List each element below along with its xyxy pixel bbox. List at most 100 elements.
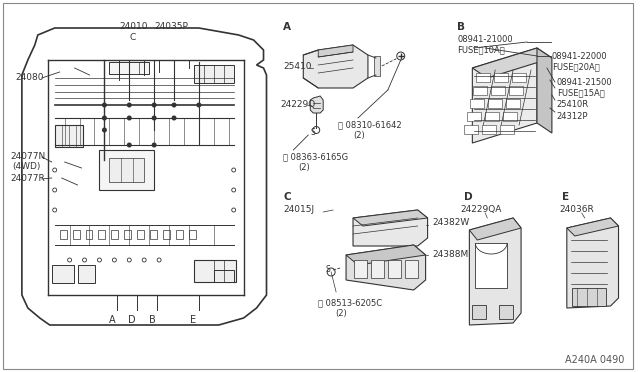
Text: C: C (284, 192, 291, 202)
Bar (124, 230, 131, 239)
Polygon shape (318, 45, 353, 57)
Bar (474, 86, 487, 95)
Text: (2): (2) (335, 309, 347, 318)
Circle shape (172, 116, 176, 120)
Polygon shape (346, 245, 426, 265)
Polygon shape (472, 48, 537, 143)
Bar (137, 230, 144, 239)
Polygon shape (346, 245, 426, 290)
Bar (388, 260, 401, 278)
Circle shape (102, 116, 106, 120)
Polygon shape (472, 48, 552, 78)
Bar (483, 125, 496, 134)
Text: 08941-21500: 08941-21500 (557, 78, 612, 87)
Bar (499, 305, 513, 319)
Circle shape (127, 143, 131, 147)
Text: 08941-21000: 08941-21000 (458, 35, 513, 44)
Text: Ⓢ 08363-6165G: Ⓢ 08363-6165G (284, 152, 349, 161)
Circle shape (78, 128, 81, 132)
Bar (485, 112, 499, 121)
Bar (476, 73, 490, 82)
Bar (86, 230, 93, 239)
Circle shape (152, 116, 156, 120)
Bar (109, 62, 149, 74)
Text: (4WD): (4WD) (12, 162, 40, 171)
Text: E: E (190, 315, 196, 325)
Bar (163, 230, 170, 239)
Text: 25410: 25410 (284, 62, 312, 71)
Bar (506, 99, 520, 108)
Text: 24388M: 24388M (433, 250, 469, 259)
Text: E: E (562, 192, 569, 202)
Bar (509, 86, 523, 95)
Text: 08941-22000: 08941-22000 (552, 52, 607, 61)
Bar (99, 150, 154, 190)
Bar (54, 125, 83, 147)
Bar (371, 260, 384, 278)
Text: 24229QA: 24229QA (460, 205, 502, 214)
Text: FUSE、15A】: FUSE、15A】 (557, 88, 605, 97)
Bar (194, 65, 234, 83)
Bar (99, 230, 106, 239)
Text: S: S (326, 266, 330, 275)
Bar (109, 158, 144, 182)
Bar (465, 125, 478, 134)
Polygon shape (353, 210, 428, 246)
Polygon shape (537, 48, 552, 133)
Text: 25410R: 25410R (557, 100, 589, 109)
Bar (467, 112, 481, 121)
Polygon shape (469, 218, 521, 325)
Polygon shape (353, 210, 428, 226)
Bar (52, 265, 74, 283)
Text: B: B (458, 22, 465, 32)
Text: FUSE、20A】: FUSE、20A】 (552, 62, 600, 71)
Text: 24036R: 24036R (559, 205, 594, 214)
Bar (503, 112, 517, 121)
Bar (194, 260, 236, 282)
Polygon shape (303, 45, 368, 88)
Bar (476, 243, 507, 288)
Text: S: S (311, 128, 316, 137)
Text: A: A (109, 315, 116, 325)
Text: C: C (129, 33, 136, 42)
Bar (470, 99, 484, 108)
Circle shape (152, 103, 156, 107)
Bar (494, 73, 508, 82)
Circle shape (102, 128, 106, 132)
Bar (472, 305, 486, 319)
Text: 24015J: 24015J (284, 205, 314, 214)
Bar (176, 230, 183, 239)
Bar (404, 260, 418, 278)
Circle shape (172, 103, 176, 107)
Text: 24382W: 24382W (433, 218, 470, 227)
Bar (512, 73, 526, 82)
Bar (214, 270, 234, 282)
Bar (374, 56, 380, 76)
Bar (189, 230, 196, 239)
Polygon shape (469, 218, 521, 240)
Text: FUSE、10A】: FUSE、10A】 (458, 45, 505, 54)
Circle shape (102, 103, 106, 107)
Bar (572, 288, 605, 306)
Polygon shape (567, 218, 618, 308)
Polygon shape (310, 96, 323, 113)
Circle shape (152, 143, 156, 147)
Text: A240A 0490: A240A 0490 (565, 355, 624, 365)
Text: 24080: 24080 (15, 73, 44, 82)
Bar (72, 230, 79, 239)
Text: 24229Q: 24229Q (280, 100, 316, 109)
Circle shape (127, 103, 131, 107)
Text: 24010: 24010 (119, 22, 148, 31)
Bar (77, 265, 95, 283)
Bar (500, 125, 514, 134)
Bar (150, 230, 157, 239)
Text: 24035P: 24035P (154, 22, 188, 31)
Bar (488, 99, 502, 108)
Text: D: D (465, 192, 473, 202)
Text: A: A (284, 22, 291, 32)
Text: B: B (148, 315, 156, 325)
Text: 24077N: 24077N (10, 152, 45, 161)
Text: Ⓢ 08310-61642: Ⓢ 08310-61642 (338, 120, 402, 129)
Text: 24077R: 24077R (10, 174, 45, 183)
Text: (2): (2) (298, 163, 310, 172)
